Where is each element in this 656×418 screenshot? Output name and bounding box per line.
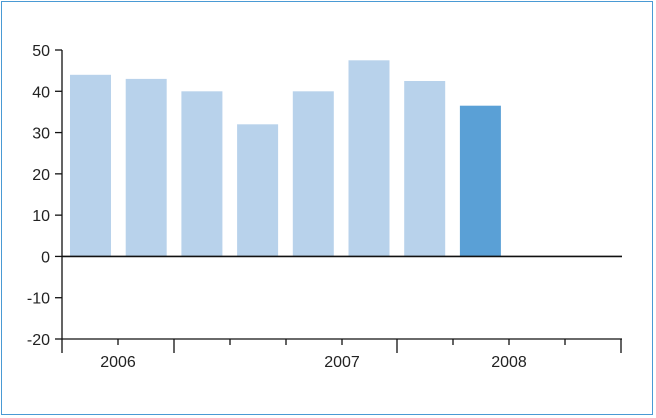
bar-8 [459, 105, 501, 257]
y-tick-label: -20 [27, 332, 50, 349]
y-tick-label: 0 [41, 249, 50, 266]
x-label-2007: 2007 [324, 354, 360, 371]
bar-6 [348, 60, 390, 257]
bars-group [70, 60, 501, 257]
bar-1 [70, 74, 111, 257]
x-label-2008: 2008 [491, 354, 527, 371]
y-tick-label: 20 [32, 167, 50, 184]
y-ticks-group: 50 40 30 20 10 0 -10 -20 [27, 43, 62, 349]
y-tick-label: 30 [32, 126, 50, 143]
y-tick-label: 10 [32, 208, 50, 225]
y-tick-label: 50 [32, 43, 50, 60]
x-ticks-group [61, 339, 622, 353]
bar-3 [181, 91, 223, 257]
bar-7 [404, 81, 446, 257]
bar-4 [237, 124, 279, 257]
y-tick-label: -10 [27, 291, 50, 308]
bar-2 [125, 78, 167, 257]
y-tick-label: 40 [32, 84, 50, 101]
x-label-2006: 2006 [100, 354, 136, 371]
bar-5 [292, 91, 334, 257]
